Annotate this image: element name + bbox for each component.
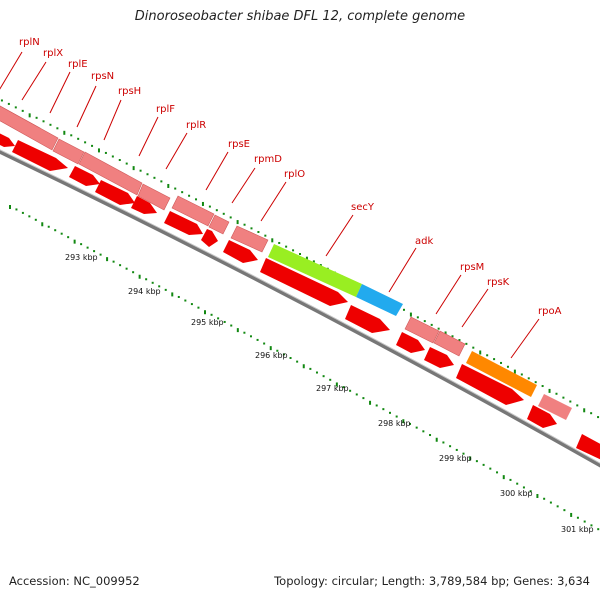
- position-label-301: 301 kbp: [561, 525, 594, 534]
- gene-labels: rplN rplX rplE rpsN rpsH rplF rplR rpsE …: [19, 37, 562, 317]
- gene-arrow-10[interactable]: [345, 305, 390, 333]
- gene-block-secY[interactable]: [268, 244, 362, 297]
- gene-block-extra-1[interactable]: [538, 394, 572, 420]
- gene-block-rpsH[interactable]: [78, 151, 143, 196]
- gene-arrow-6[interactable]: [164, 211, 203, 235]
- position-label-300: 300 kbp: [500, 489, 533, 498]
- position-label-298: 298 kbp: [378, 419, 411, 428]
- gene-label-rpoA[interactable]: rpoA: [538, 306, 562, 317]
- gene-arrow-8[interactable]: [223, 240, 258, 263]
- genome-backbone-highlight: [0, 149, 600, 464]
- gene-label-rplE[interactable]: rplE: [68, 59, 88, 70]
- accession-text: Accession: NC_009952: [9, 574, 140, 588]
- gene-label-rpsK[interactable]: rpsK: [487, 277, 510, 288]
- gene-arrow-1[interactable]: [0, 131, 15, 147]
- gene-label-secY[interactable]: secY: [351, 202, 375, 213]
- gene-block-rplF[interactable]: [137, 183, 171, 211]
- gene-arrow-9[interactable]: [260, 258, 348, 306]
- gene-label-rplX[interactable]: rplX: [43, 48, 63, 59]
- genome-summary-text: Topology: circular; Length: 3,789,584 bp…: [274, 574, 590, 588]
- gene-label-rplN[interactable]: rplN: [19, 37, 40, 48]
- inner-tick-ring: [9, 205, 600, 531]
- gene-block-rpsK[interactable]: [433, 330, 466, 357]
- gene-arrow-3[interactable]: [69, 166, 100, 186]
- gene-label-rpsN[interactable]: rpsN: [91, 71, 114, 82]
- position-label-297: 297 kbp: [316, 384, 349, 393]
- gene-arrow-13[interactable]: [456, 364, 524, 405]
- gene-label-rpmD[interactable]: rpmD: [254, 154, 282, 165]
- gene-arrow-2[interactable]: [12, 140, 68, 171]
- gene-arrow-4[interactable]: [95, 180, 135, 205]
- position-label-293: 293 kbp: [65, 253, 98, 262]
- genome-backbone: [0, 149, 600, 468]
- gene-label-rpsM[interactable]: rpsM: [460, 262, 484, 273]
- gene-arrow-11[interactable]: [396, 332, 425, 353]
- position-label-296: 296 kbp: [255, 351, 288, 360]
- position-labels: 293 kbp 294 kbp 295 kbp 296 kbp 297 kbp …: [65, 253, 594, 534]
- position-label-295: 295 kbp: [191, 318, 224, 327]
- position-label-294: 294 kbp: [128, 287, 161, 296]
- gene-block-rpsM[interactable]: [404, 316, 440, 344]
- gene-block-rpsN[interactable]: [52, 138, 85, 165]
- gene-label-rpsH[interactable]: rpsH: [118, 86, 141, 97]
- position-label-299: 299 kbp: [439, 454, 472, 463]
- gene-label-rpsE[interactable]: rpsE: [228, 139, 250, 150]
- gene-label-adk[interactable]: adk: [415, 236, 433, 247]
- gene-label-rplO[interactable]: rplO: [284, 169, 305, 180]
- gene-arrow-12[interactable]: [424, 347, 454, 368]
- gene-block-rplE[interactable]: [0, 105, 59, 151]
- gene-label-rplF[interactable]: rplF: [156, 104, 175, 115]
- gene-arrow-5[interactable]: [131, 196, 157, 214]
- gene-block-rpoA[interactable]: [466, 351, 537, 397]
- gene-block-rplR[interactable]: [171, 195, 215, 227]
- outer-tick-ring: [0, 99, 600, 419]
- forward-gene-track: [0, 105, 572, 420]
- gene-block-rplO[interactable]: [230, 225, 269, 253]
- gene-label-rplR[interactable]: rplR: [186, 120, 206, 131]
- gene-arrow-7[interactable]: [201, 229, 218, 247]
- gene-arrow-15[interactable]: [576, 434, 600, 462]
- map-title: Dinoroseobacter shibae DFL 12, complete …: [134, 9, 466, 24]
- gene-block-rpsE[interactable]: [208, 214, 230, 235]
- gene-label-lines: [0, 51, 540, 359]
- gene-arrow-14[interactable]: [527, 405, 557, 428]
- reverse-gene-track: [0, 131, 600, 462]
- gene-block-adk[interactable]: [356, 284, 403, 316]
